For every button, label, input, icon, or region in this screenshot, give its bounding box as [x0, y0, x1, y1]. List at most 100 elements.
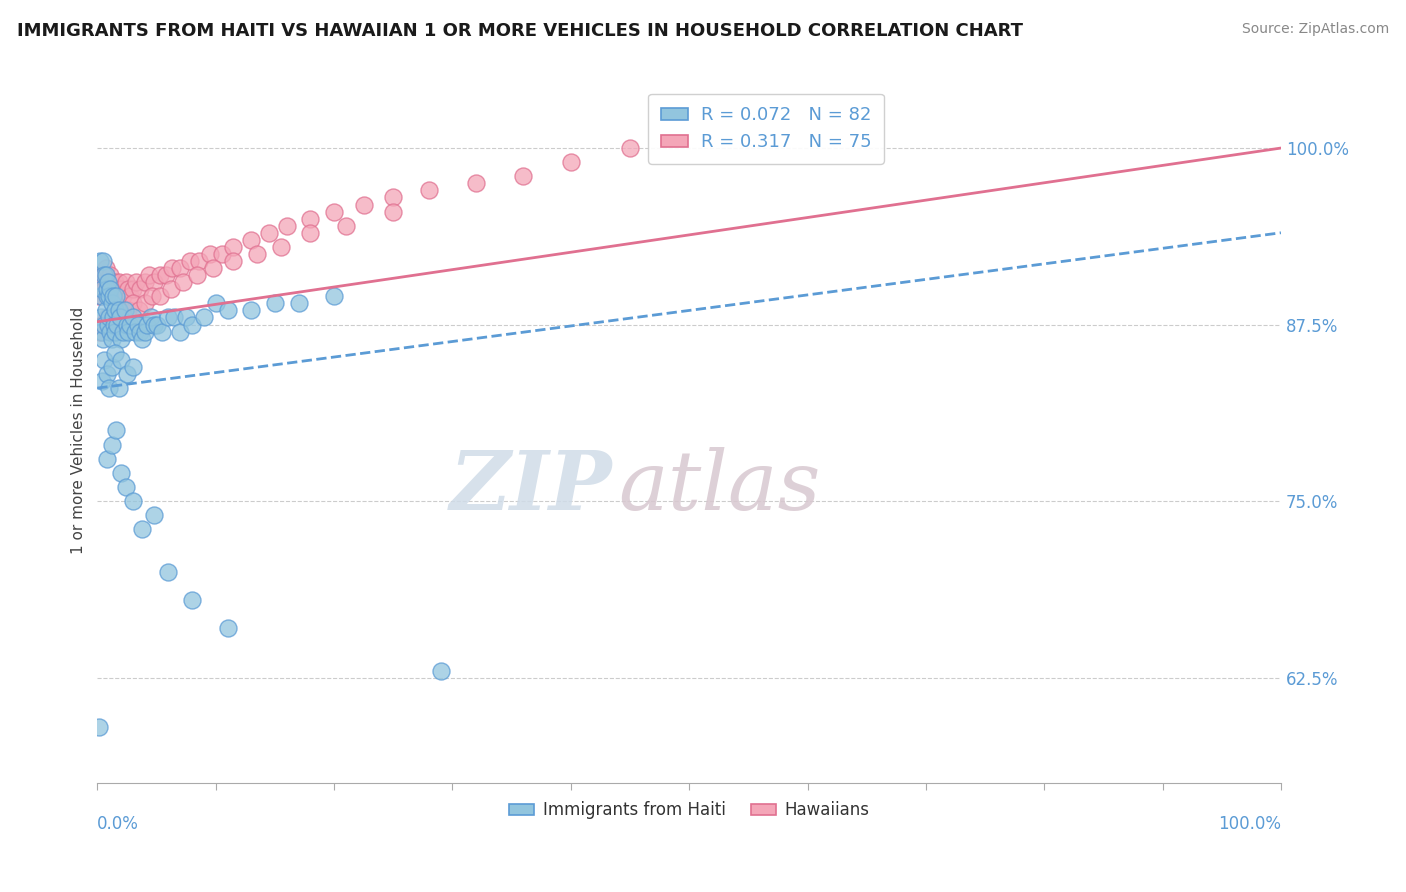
Point — [174, 310, 197, 325]
Point — [159, 282, 181, 296]
Point — [264, 296, 287, 310]
Point — [89, 282, 111, 296]
Point — [98, 310, 121, 325]
Point — [149, 268, 172, 282]
Point — [143, 275, 166, 289]
Point — [91, 282, 114, 296]
Point — [93, 352, 115, 367]
Point — [96, 275, 118, 289]
Point — [131, 332, 153, 346]
Point — [96, 451, 118, 466]
Point — [103, 318, 125, 332]
Point — [97, 289, 120, 303]
Point — [87, 289, 110, 303]
Point — [105, 282, 128, 296]
Point — [619, 141, 641, 155]
Point — [100, 437, 122, 451]
Point — [90, 289, 112, 303]
Point — [104, 275, 127, 289]
Point — [107, 310, 129, 325]
Point — [353, 197, 375, 211]
Point — [96, 289, 118, 303]
Point — [98, 381, 121, 395]
Point — [120, 289, 142, 303]
Point — [121, 310, 143, 325]
Point — [107, 275, 129, 289]
Point — [104, 325, 127, 339]
Text: IMMIGRANTS FROM HAITI VS HAWAIIAN 1 OR MORE VEHICLES IN HOUSEHOLD CORRELATION CH: IMMIGRANTS FROM HAITI VS HAWAIIAN 1 OR M… — [17, 22, 1024, 40]
Point — [157, 565, 180, 579]
Point — [276, 219, 298, 233]
Point — [96, 310, 118, 325]
Point — [323, 204, 346, 219]
Point — [160, 261, 183, 276]
Point — [204, 296, 226, 310]
Point — [87, 720, 110, 734]
Point — [110, 332, 132, 346]
Point — [129, 325, 152, 339]
Point — [179, 254, 201, 268]
Point — [110, 282, 132, 296]
Point — [91, 374, 114, 388]
Y-axis label: 1 or more Vehicles in Household: 1 or more Vehicles in Household — [72, 307, 86, 554]
Point — [100, 359, 122, 374]
Point — [143, 318, 166, 332]
Point — [107, 318, 129, 332]
Point — [149, 289, 172, 303]
Point — [120, 318, 142, 332]
Point — [104, 318, 127, 332]
Point — [382, 190, 405, 204]
Point — [98, 282, 121, 296]
Point — [163, 310, 186, 325]
Point — [335, 219, 357, 233]
Point — [112, 289, 135, 303]
Point — [104, 303, 127, 318]
Point — [121, 282, 143, 296]
Point — [98, 268, 121, 282]
Point — [100, 332, 122, 346]
Point — [115, 367, 138, 381]
Text: 0.0%: 0.0% — [97, 815, 139, 833]
Point — [211, 247, 233, 261]
Point — [98, 289, 121, 303]
Point — [98, 282, 121, 296]
Point — [107, 289, 129, 303]
Point — [93, 318, 115, 332]
Point — [91, 254, 114, 268]
Point — [94, 261, 117, 276]
Point — [222, 240, 245, 254]
Point — [299, 211, 322, 226]
Point — [172, 275, 194, 289]
Point — [222, 254, 245, 268]
Point — [134, 296, 156, 310]
Point — [299, 226, 322, 240]
Point — [90, 289, 112, 303]
Point — [181, 318, 204, 332]
Point — [124, 325, 146, 339]
Point — [91, 332, 114, 346]
Point — [193, 310, 215, 325]
Point — [107, 381, 129, 395]
Point — [382, 204, 405, 219]
Point — [91, 275, 114, 289]
Point — [94, 303, 117, 318]
Point — [121, 296, 143, 310]
Point — [90, 310, 112, 325]
Point — [152, 325, 174, 339]
Point — [145, 318, 167, 332]
Point — [429, 664, 451, 678]
Point — [186, 268, 208, 282]
Point — [169, 325, 191, 339]
Point — [188, 254, 211, 268]
Point — [125, 275, 148, 289]
Point — [100, 275, 122, 289]
Point — [136, 318, 159, 332]
Point — [117, 325, 139, 339]
Point — [94, 268, 117, 282]
Point — [198, 247, 221, 261]
Point — [110, 352, 132, 367]
Point — [110, 466, 132, 480]
Point — [104, 346, 127, 360]
Point — [97, 318, 120, 332]
Point — [240, 233, 263, 247]
